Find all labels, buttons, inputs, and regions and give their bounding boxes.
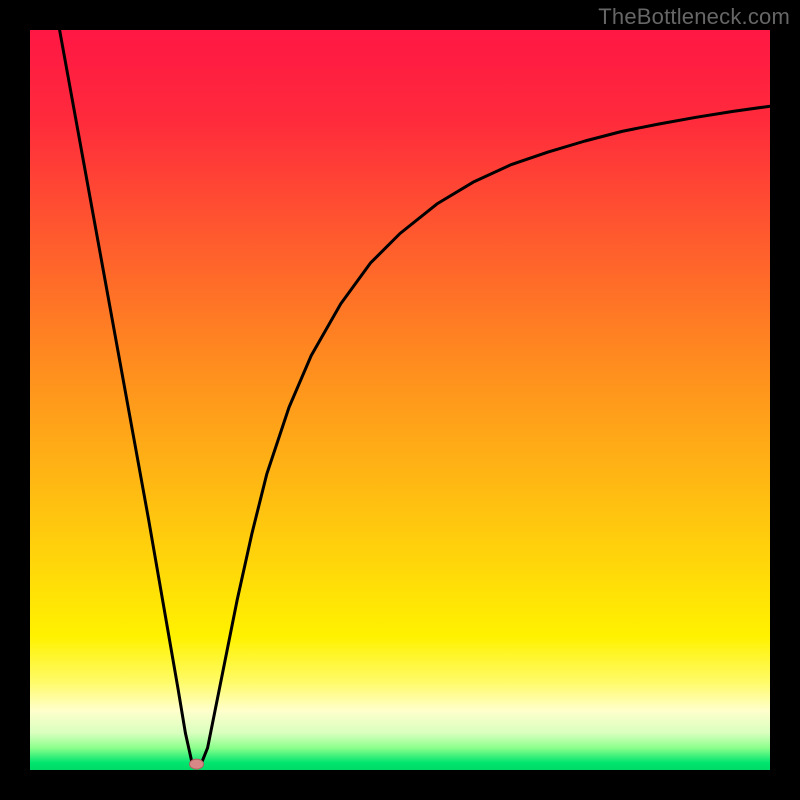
chart-frame: TheBottleneck.com xyxy=(0,0,800,800)
plot-background xyxy=(30,30,770,770)
minimum-marker xyxy=(190,759,204,769)
attribution-watermark: TheBottleneck.com xyxy=(598,4,790,30)
bottleneck-curve-chart xyxy=(0,0,800,800)
